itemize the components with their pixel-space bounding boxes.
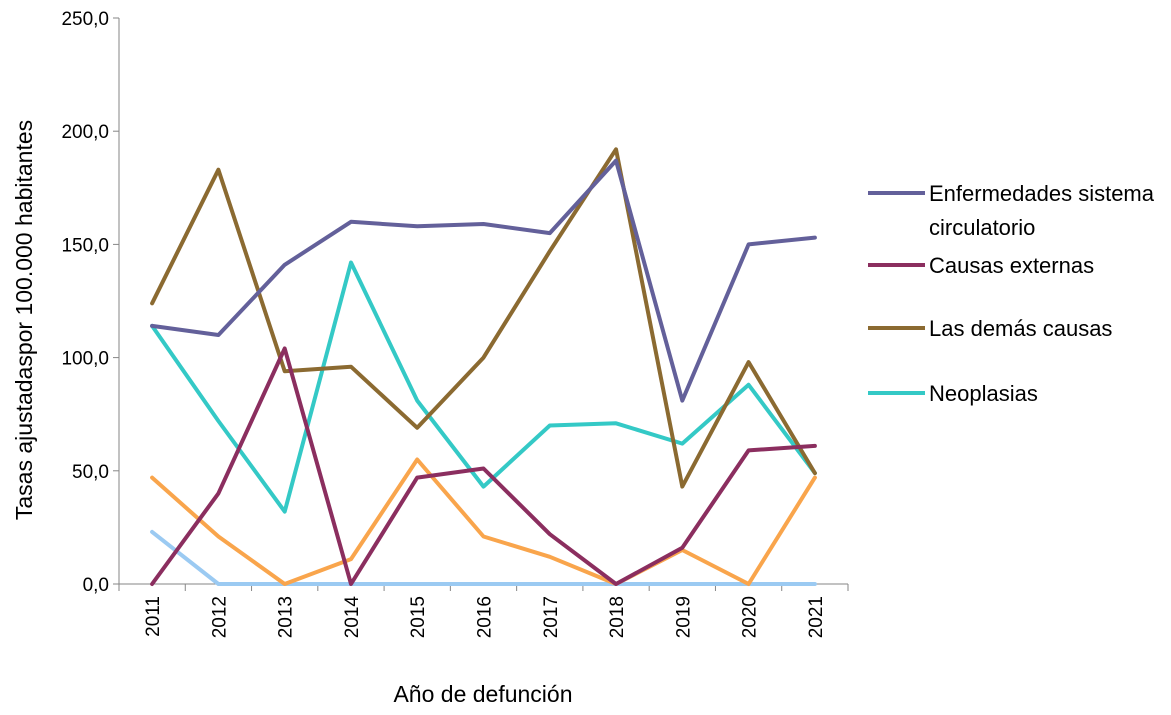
x-tick-label: 2021 [806,596,827,638]
series-line-4 [150,260,817,514]
legend-label: Las demás causas [929,316,1112,341]
x-axis-title: Año de defunción [393,681,572,707]
series-line-5 [150,457,817,586]
y-tick-label: 0,0 [83,575,109,596]
x-tick-label: 2011 [143,596,164,637]
legend: Enfermedades sistema circulatorio Causas e… [868,181,1155,406]
x-tick-label: 2012 [209,596,230,638]
x-tick-label: 2019 [673,596,694,638]
y-tick-label: 150,0 [61,235,109,256]
series-line-1 [150,158,817,403]
x-tick-labels: 2011 2012 2013 2014 2015 2016 2017 2018 2019 2020… [143,596,827,639]
x-tick-label: 2013 [276,596,297,638]
x-tick-label: 2016 [475,596,496,638]
x-tick-label: 2020 [740,596,761,638]
x-tick-label: 2015 [408,596,429,638]
axes [113,17,849,591]
y-tick-label: 50,0 [72,462,109,483]
series-line-6 [150,529,817,586]
y-tick-labels: 0,0 50,0 100,0 150,0 200,0 250,0 [61,9,109,596]
y-axis-title: Tasas ajustadaspor 100.000 habitantes [11,120,37,520]
series-line-2 [150,346,817,586]
legend-label: circulatorio [929,215,1035,240]
x-tick-label: 2014 [342,596,363,639]
y-tick-label: 100,0 [61,349,109,370]
legend-label: Causas externas [929,253,1094,278]
series-lines [150,147,817,586]
y-tick-label: 250,0 [61,9,109,30]
x-tick-label: 2018 [607,596,628,638]
legend-label: Enfermedades sistema [929,181,1155,206]
x-tick-label: 2017 [541,596,562,638]
y-tick-label: 200,0 [61,122,109,143]
legend-label: Neoplasias [929,381,1038,406]
series-line-3 [150,147,817,489]
